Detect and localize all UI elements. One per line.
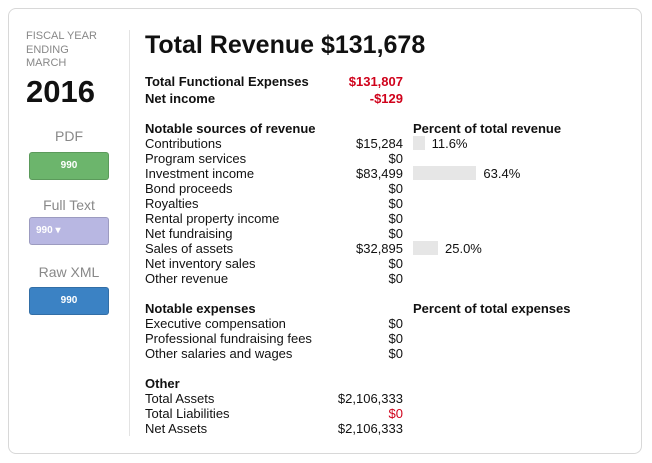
section-heading: Other: [145, 375, 180, 391]
row-label: Contributions: [145, 135, 222, 151]
row-value: $0: [388, 315, 403, 331]
row-value: $2,106,333: [337, 420, 403, 436]
row-label: Professional fundraising fees: [145, 330, 312, 346]
row-value: $0: [388, 345, 403, 361]
row-label: Rental property income: [145, 210, 280, 226]
form-button[interactable]: 990: [29, 287, 109, 315]
fiscal-year: 2016: [26, 74, 95, 109]
row-value: $0: [388, 150, 403, 166]
percent-label: 11.6%: [431, 135, 468, 151]
row-label: Other revenue: [145, 270, 229, 286]
percent-heading: Percent of total revenue: [413, 120, 562, 136]
row-label: Bond proceeds: [145, 180, 233, 196]
row-value: $0: [388, 330, 403, 346]
row-label: Program services: [145, 150, 247, 166]
row-label: Executive compensation: [145, 315, 286, 331]
row-value: $0: [388, 180, 403, 196]
row-value: $2,106,333: [337, 390, 403, 406]
link-label: PDF: [55, 128, 83, 144]
row-value: $0: [388, 210, 403, 226]
page-title: Total Revenue $131,678: [145, 31, 426, 59]
percent-bar: [413, 166, 477, 180]
row-value: $131,807: [348, 73, 403, 89]
divider: [129, 30, 130, 436]
row-value: -$129: [369, 90, 403, 106]
row-value: $0: [388, 195, 403, 211]
form-button[interactable]: 990: [29, 152, 109, 180]
row-label: Net income: [145, 90, 216, 106]
row-label: Other salaries and wages: [145, 345, 293, 361]
row-value: $0: [388, 225, 403, 241]
link-label: Raw XML: [38, 264, 100, 280]
link-label: Full Text: [43, 197, 95, 213]
row-value: $0: [388, 255, 403, 271]
row-label: Net Assets: [145, 420, 208, 436]
section-heading: Notable expenses: [145, 300, 256, 316]
row-label: Royalties: [145, 195, 199, 211]
fiscal-label: FISCAL YEAR ENDING MARCH: [26, 30, 97, 69]
form-button[interactable]: 990: [29, 217, 109, 245]
row-label: Total Liabilities: [145, 405, 230, 421]
row-label: Net inventory sales: [145, 255, 256, 271]
row-label: Total Assets: [145, 390, 215, 406]
row-label: Net fundraising: [145, 225, 233, 241]
percent-label: 63.4%: [483, 165, 521, 181]
percent-heading: Percent of total expenses: [413, 300, 571, 316]
row-value: $32,895: [356, 240, 403, 256]
card: [8, 8, 642, 454]
row-value: $15,284: [356, 135, 403, 151]
row-value: $83,499: [356, 165, 403, 181]
row-label: Total Functional Expenses: [145, 73, 309, 89]
row-label: Investment income: [145, 165, 255, 181]
percent-bar: [413, 241, 438, 255]
section-heading: Notable sources of revenue: [145, 120, 316, 136]
row-label: Sales of assets: [145, 240, 234, 256]
row-value: $0: [388, 405, 403, 421]
percent-label: 25.0%: [445, 240, 482, 256]
percent-bar: [413, 136, 425, 150]
row-value: $0: [388, 270, 403, 286]
